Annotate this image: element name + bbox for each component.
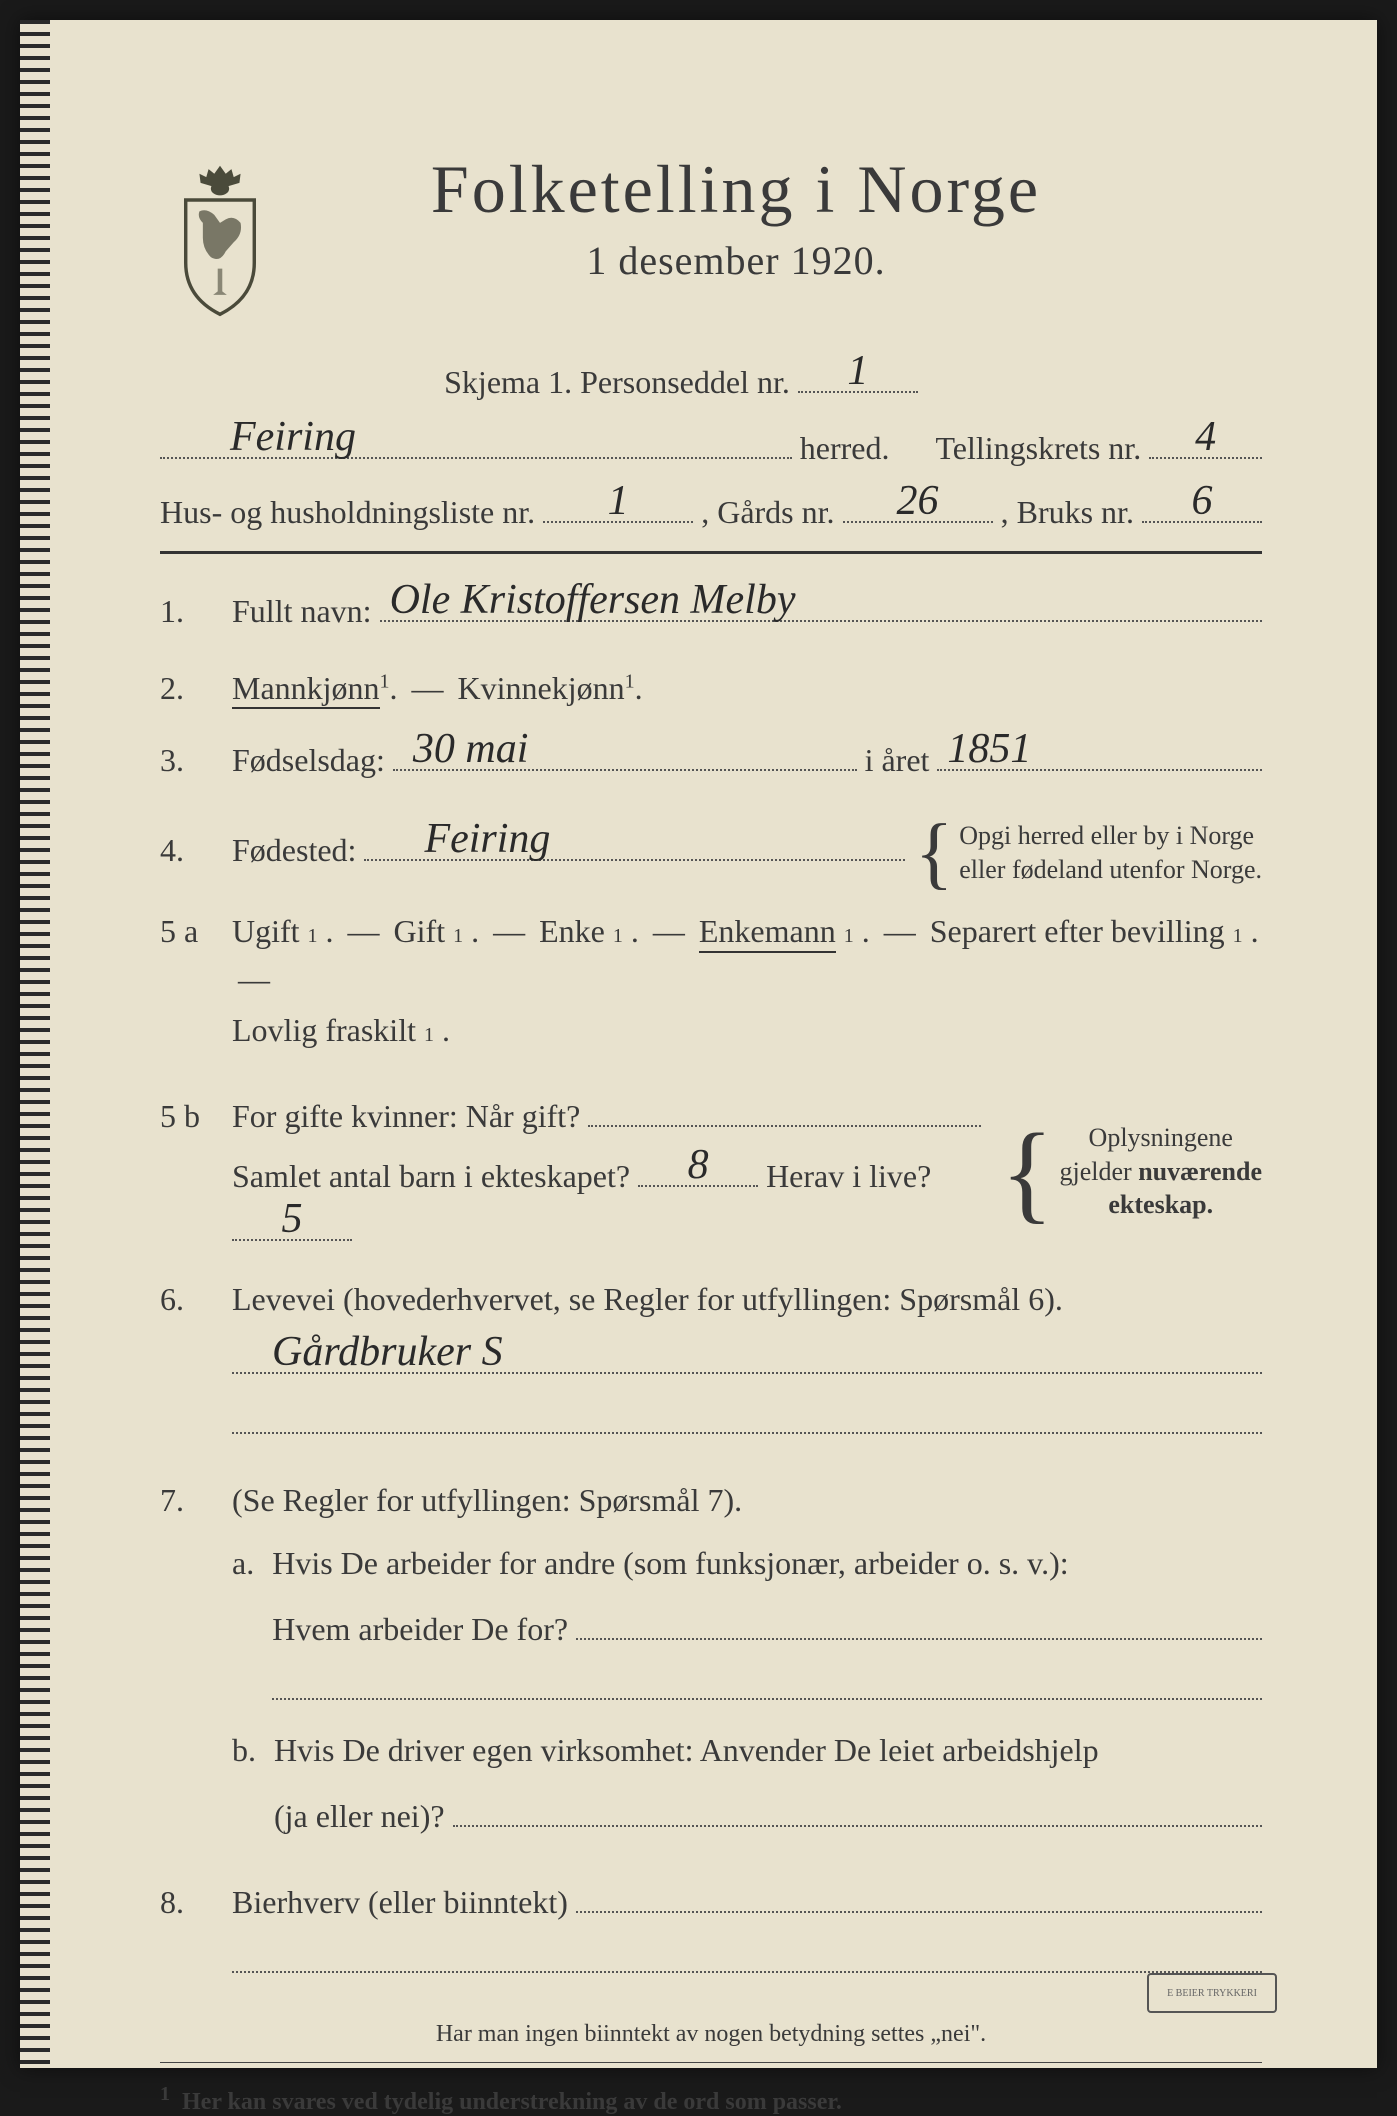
bruks-value: 6 [1191,477,1212,525]
q5b-l1: For gifte kvinner: Når gift? [232,1098,580,1135]
tellingskrets-label: Tellingskrets nr. [935,430,1141,467]
title-block: Folketelling i Norge 1 desember 1920. [310,150,1262,284]
q1-value: Ole Kristoffersen Melby [390,576,796,624]
q8: 8. Bierhverv (eller biinntekt) [160,1875,1262,1995]
gards-value: 26 [897,477,939,525]
q2: 2. Mannkjønn1. — Kvinnekjønn1. [160,670,1262,707]
census-form-page: Folketelling i Norge 1 desember 1920. Sk… [20,20,1377,2068]
husliste-label: Hus- og husholdningsliste nr. [160,494,535,531]
footnote-1: Har man ingen biinntekt av nogen betydni… [160,2021,1262,2048]
subtitle: 1 desember 1920. [310,237,1162,284]
herred-line: Feiring herred. Tellingskrets nr. 4 [160,421,1262,467]
q3-day: 30 mai [413,725,529,773]
q2-female: Kvinnekjønn [458,670,625,706]
q1-label: Fullt navn: [232,593,372,630]
bruks-label: , Bruks nr. [1001,494,1134,531]
q3-year-label: i året [865,742,930,779]
q6-num: 6. [160,1281,220,1318]
q7: 7. (Se Regler for utfyllingen: Spørsmål … [160,1482,1262,1849]
coat-of-arms-icon [160,160,280,320]
q5b: 5 b For gifte kvinner: Når gift? Samlet … [160,1089,1262,1255]
husliste-value: 1 [608,477,629,525]
herred-label: herred. [800,430,890,467]
q2-num: 2. [160,670,220,707]
q5a: 5 a Ugift1.— Gift1.— Enke1.— Enkemann1.—… [160,913,1262,1063]
gards-label: , Gårds nr. [701,494,834,531]
tellingskrets-value: 4 [1195,413,1216,461]
q4: 4. Fødested: Feiring { Opgi herred eller… [160,819,1262,887]
q7b-l1: Hvis De driver egen virksomhet: Anvender… [274,1732,1262,1769]
q6: 6. Levevei (hovederhvervet, se Regler fo… [160,1281,1262,1456]
divider [160,551,1262,554]
skjema-line: Skjema 1. Personseddel nr. 1 [160,355,1262,401]
q7b-num: b. [232,1732,256,1849]
q1-num: 1. [160,593,220,630]
q3-label: Fødselsdag: [232,742,385,779]
q6-label: Levevei (hovederhvervet, se Regler for u… [232,1281,1262,1318]
q5b-note: { Oplysningene gjelder nuværende ekteska… [1001,1121,1262,1222]
personseddel-value: 1 [847,347,868,395]
q3: 3. Fødselsdag: 30 mai i året 1851 [160,733,1262,793]
q5b-l2a: Samlet antal barn i ekteskapet? [232,1158,630,1195]
q3-num: 3. [160,742,220,779]
q4-label: Fødested: [232,832,356,869]
skjema-label: Skjema 1. Personseddel nr. [444,364,790,400]
hus-line: Hus- og husholdningsliste nr. 1 , Gårds … [160,485,1262,531]
q7a-num: a. [232,1545,254,1722]
q8-label: Bierhverv (eller biinntekt) [232,1884,568,1921]
q5a-num: 5 a [160,913,220,950]
q7-num: 7. [160,1482,220,1519]
q5b-barn: 8 [688,1141,709,1189]
q8-num: 8. [160,1884,220,1921]
q5b-l2b: Herav i live? [766,1158,931,1195]
q5b-live: 5 [282,1195,303,1243]
header: Folketelling i Norge 1 desember 1920. [160,150,1262,320]
main-title: Folketelling i Norge [310,150,1162,229]
q7a-l2: Hvem arbeider De for? [272,1611,568,1648]
q3-year: 1851 [947,725,1031,773]
q4-note: { Opgi herred eller by i Norge eller fød… [915,819,1262,887]
herred-value: Feiring [230,413,356,461]
q6-value: Gårdbruker S [272,1328,503,1376]
q5b-num: 5 b [160,1098,220,1135]
q1: 1. Fullt navn: Ole Kristoffersen Melby [160,584,1262,644]
q7-label: (Se Regler for utfyllingen: Spørsmål 7). [232,1482,1262,1519]
q4-value: Feiring [424,815,550,863]
q7a-l1: Hvis De arbeider for andre (som funksjon… [272,1545,1262,1582]
q7b-l2: (ja eller nei)? [274,1798,445,1835]
q2-male: Mannkjønn [232,670,380,709]
q4-num: 4. [160,832,220,869]
printer-stamp: E BEIER TRYKKERI [1147,1973,1277,2013]
footnote-2: 1 Her kan svares ved tydelig understrekn… [160,2083,1262,2116]
